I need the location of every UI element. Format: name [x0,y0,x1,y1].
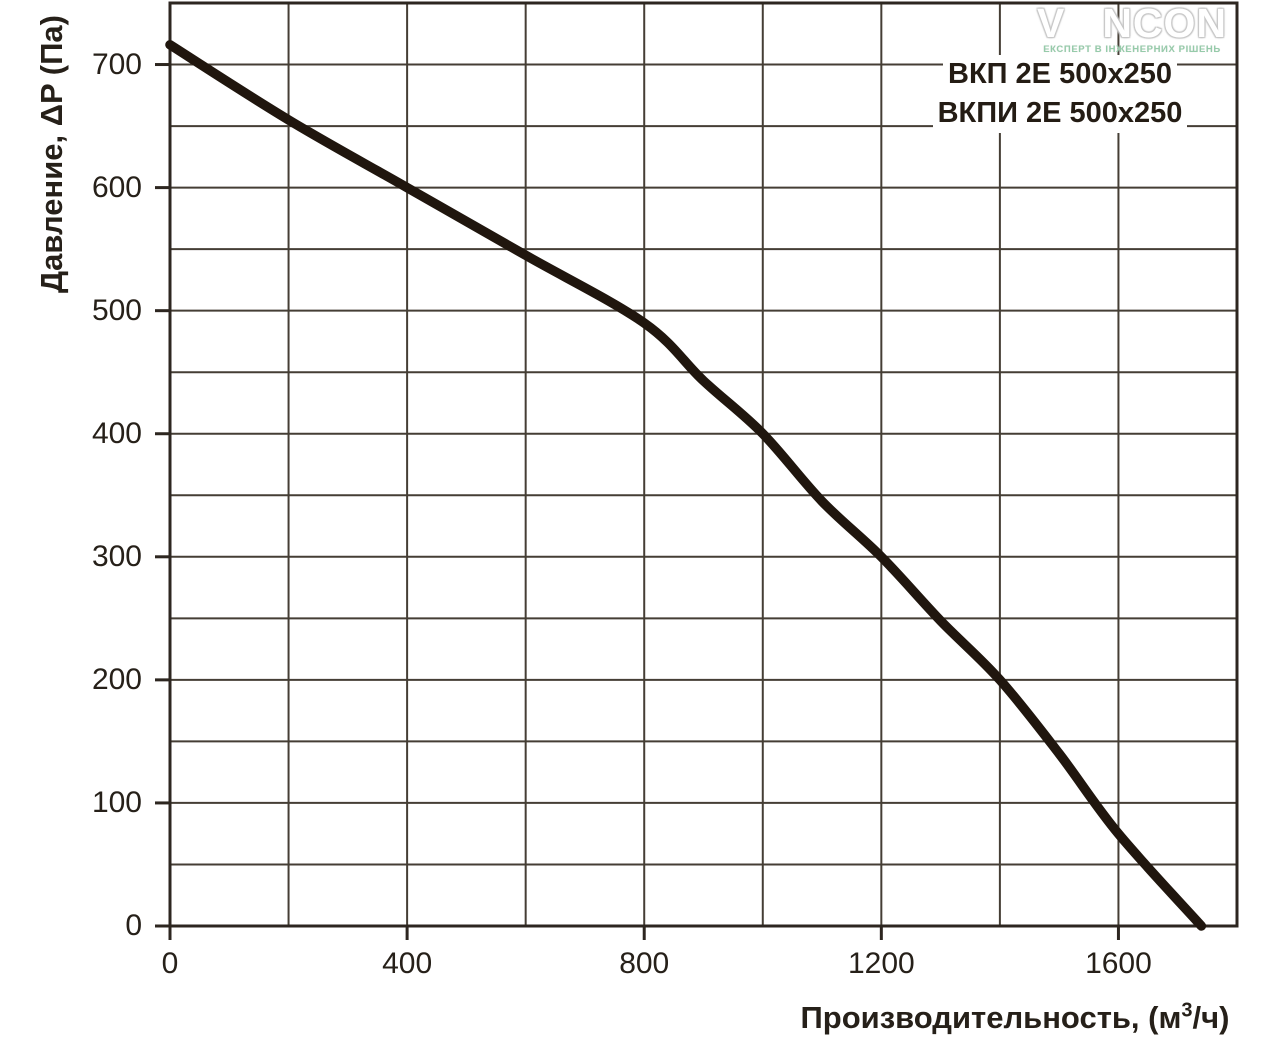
vencon-flag-icon [1067,3,1100,31]
vencon-logo: V NCON ЕКСПЕРТ В ІНЖЕНЕРНИХ РІШЕНЬ [1024,2,1240,55]
x-axis-title-text: Производительность, (м [800,1000,1182,1035]
y-axis-title: Давление, ΔP (Па) [34,15,69,293]
plot-border [168,1,1239,928]
x-axis-title-sup: 3 [1181,999,1193,1022]
x-axis-title-units: /ч) [1192,1000,1230,1035]
vencon-letter-v: V [1036,0,1066,46]
chart-title-line-2: ВКПИ 2Е 500x250 [932,94,1188,133]
fan-curve [165,40,1207,931]
vencon-letters-ncon: NCON [1102,0,1228,46]
chart-title-line-1: ВКП 2Е 500x250 [943,55,1177,94]
chart-title-block: ВКП 2Е 500x250 ВКПИ 2Е 500x250 [915,55,1205,133]
vencon-tagline: ЕКСПЕРТ В ІНЖЕНЕРНИХ РІШЕНЬ [1043,44,1221,55]
x-axis-title: Производительность, (м3/ч) [760,1000,1270,1036]
vencon-wordmark: V NCON [1024,2,1240,44]
